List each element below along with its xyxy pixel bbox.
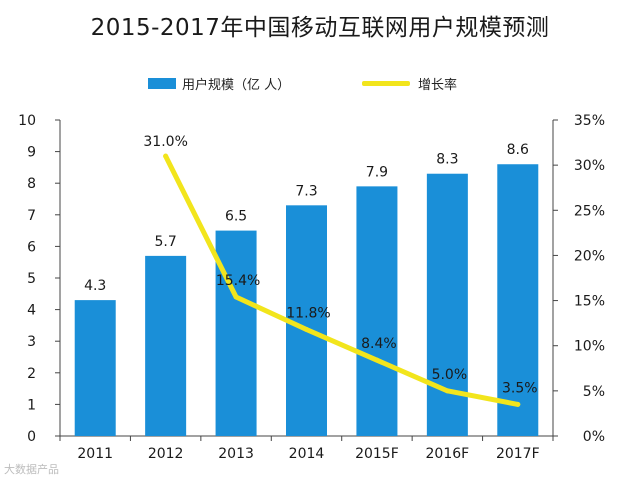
growth-rate-line <box>163 153 521 407</box>
growth-rate-label: 3.5% <box>502 380 538 396</box>
y-left-tick-label: 4 <box>27 303 36 319</box>
y-right-tick-label: 5% <box>583 384 605 400</box>
growth-rate-label: 11.8% <box>286 305 330 321</box>
y-left-tick-label: 7 <box>27 208 36 224</box>
bar-value-label: 5.7 <box>155 234 177 250</box>
y-right-tick-label: 0% <box>583 429 605 445</box>
bar-value-label: 7.9 <box>366 164 388 180</box>
bar-value-label: 6.5 <box>225 209 247 225</box>
y-right-tick-label: 10% <box>574 339 605 355</box>
growth-rate-point <box>515 401 521 407</box>
y-right-tick-label: 20% <box>574 248 605 264</box>
growth-rate-point <box>374 357 380 363</box>
bar <box>145 255 187 436</box>
x-tick-label: 2014 <box>289 446 325 462</box>
x-tick-label: 2017F <box>496 446 540 462</box>
y-left-tick-label: 10 <box>18 113 36 129</box>
y-left-tick-label: 1 <box>27 397 36 413</box>
growth-rate-point <box>304 326 309 332</box>
y-right-tick-label: 15% <box>574 294 605 310</box>
y-left-tick-label: 0 <box>27 429 36 445</box>
y-left-tick-label: 2 <box>27 366 36 382</box>
bar-value-label: 8.6 <box>507 142 529 158</box>
y-left-tick-label: 6 <box>27 239 36 255</box>
y-right-tick-label: 25% <box>574 203 605 219</box>
growth-rate-label: 5.0% <box>432 367 468 383</box>
growth-rate-label: 8.4% <box>361 336 397 352</box>
x-tick-label: 2015F <box>355 446 399 462</box>
x-tick-label: 2016F <box>426 446 470 462</box>
growth-rate-point <box>444 388 450 394</box>
legend-item-bars: 用户规模（亿 人） <box>148 74 290 93</box>
bar-value-label: 7.3 <box>295 183 317 199</box>
chart-title: 2015-2017年中国移动互联网用户规模预测 <box>90 15 550 41</box>
legend-swatch-bars <box>148 78 176 89</box>
bar <box>215 230 257 436</box>
bar-value-label: 4.3 <box>84 278 106 294</box>
growth-rate-point <box>163 153 169 159</box>
legend-item-line: 增长率 <box>362 74 457 93</box>
growth-rate-label: 15.4% <box>216 273 260 289</box>
x-tick-label: 2013 <box>218 446 254 462</box>
watermark-text: 大数据产品 <box>4 463 59 476</box>
bar-value-label: 8.3 <box>436 152 458 168</box>
y-left-tick-label: 8 <box>27 176 36 192</box>
legend-label-line: 增长率 <box>418 78 458 93</box>
growth-rate-label: 31.0% <box>143 134 187 150</box>
bar <box>74 300 116 436</box>
legend-swatch-line <box>362 81 410 86</box>
bar <box>356 186 398 436</box>
growth-rate-point <box>233 294 239 300</box>
y-left-tick-label: 3 <box>27 334 36 350</box>
bar <box>497 164 539 437</box>
legend-label-bars: 用户规模（亿 人） <box>182 78 291 93</box>
y-right-tick-label: 35% <box>574 113 605 129</box>
y-left-tick-label: 9 <box>27 145 36 161</box>
y-left-tick-label: 5 <box>27 271 36 287</box>
x-tick-label: 2012 <box>148 446 184 462</box>
x-tick-label: 2011 <box>77 446 113 462</box>
y-right-tick-label: 30% <box>574 158 605 174</box>
bar <box>426 173 468 436</box>
